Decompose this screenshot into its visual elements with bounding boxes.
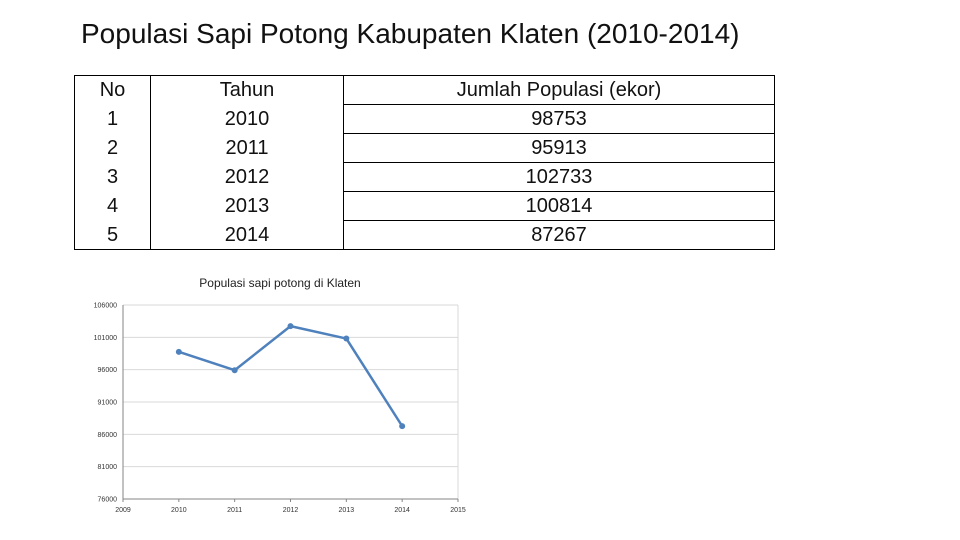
y-tick-label: 81000	[98, 464, 118, 471]
table-cell: 100814	[343, 191, 775, 221]
x-tick-label: 2009	[115, 507, 131, 514]
table-cell: 2014	[150, 220, 344, 250]
y-tick-label: 106000	[94, 303, 117, 310]
data-point	[175, 348, 182, 355]
chart-title: Populasi sapi potong di Klaten	[199, 276, 361, 290]
x-tick-label: 2011	[227, 507, 242, 514]
table-header-cell: Tahun	[150, 75, 344, 105]
table-cell: 1	[74, 104, 151, 134]
table-cell: 87267	[343, 220, 775, 250]
population-table: No Tahun Jumlah Populasi (ekor) 1 2010 9…	[74, 75, 775, 250]
table-header-cell: Jumlah Populasi (ekor)	[343, 75, 775, 105]
table-cell: 2011	[150, 133, 344, 163]
x-tick-label: 2015	[450, 507, 466, 514]
table-row: 5 2014 87267	[74, 220, 775, 250]
x-axis-ticks: 2009 2010 2011 2012 2013 2014 2015	[115, 499, 466, 514]
table-cell: 5	[74, 220, 151, 250]
y-axis-ticks: 76000 81000 86000 91000 96000 101000 106000	[94, 303, 117, 504]
table-cell: 4	[74, 191, 151, 221]
data-point	[343, 335, 350, 342]
y-tick-label: 91000	[98, 400, 118, 407]
table-header-row: No Tahun Jumlah Populasi (ekor)	[74, 75, 775, 105]
x-tick-label: 2012	[283, 507, 299, 514]
data-point	[399, 423, 406, 430]
y-tick-label: 86000	[98, 432, 118, 439]
y-tick-label: 101000	[94, 335, 117, 342]
x-tick-label: 2010	[171, 507, 187, 514]
chart-grid	[123, 304, 458, 500]
table-row: 2 2011 95913	[74, 133, 775, 163]
table-cell: 2	[74, 133, 151, 163]
table-cell: 2012	[150, 162, 344, 192]
chart-series	[175, 323, 406, 430]
page-title: Populasi Sapi Potong Kabupaten Klaten (2…	[81, 18, 740, 49]
data-point	[287, 323, 294, 330]
table-cell: 2013	[150, 191, 344, 221]
series-line	[178, 324, 404, 427]
x-tick-label: 2014	[394, 507, 410, 514]
table-header-cell: No	[74, 75, 151, 105]
table-cell: 3	[74, 162, 151, 192]
data-point	[231, 367, 238, 374]
y-tick-label: 76000	[98, 497, 118, 504]
x-tick-label: 2013	[339, 507, 355, 514]
table-row: 4 2013 100814	[74, 191, 775, 221]
y-tick-label: 96000	[98, 367, 118, 374]
